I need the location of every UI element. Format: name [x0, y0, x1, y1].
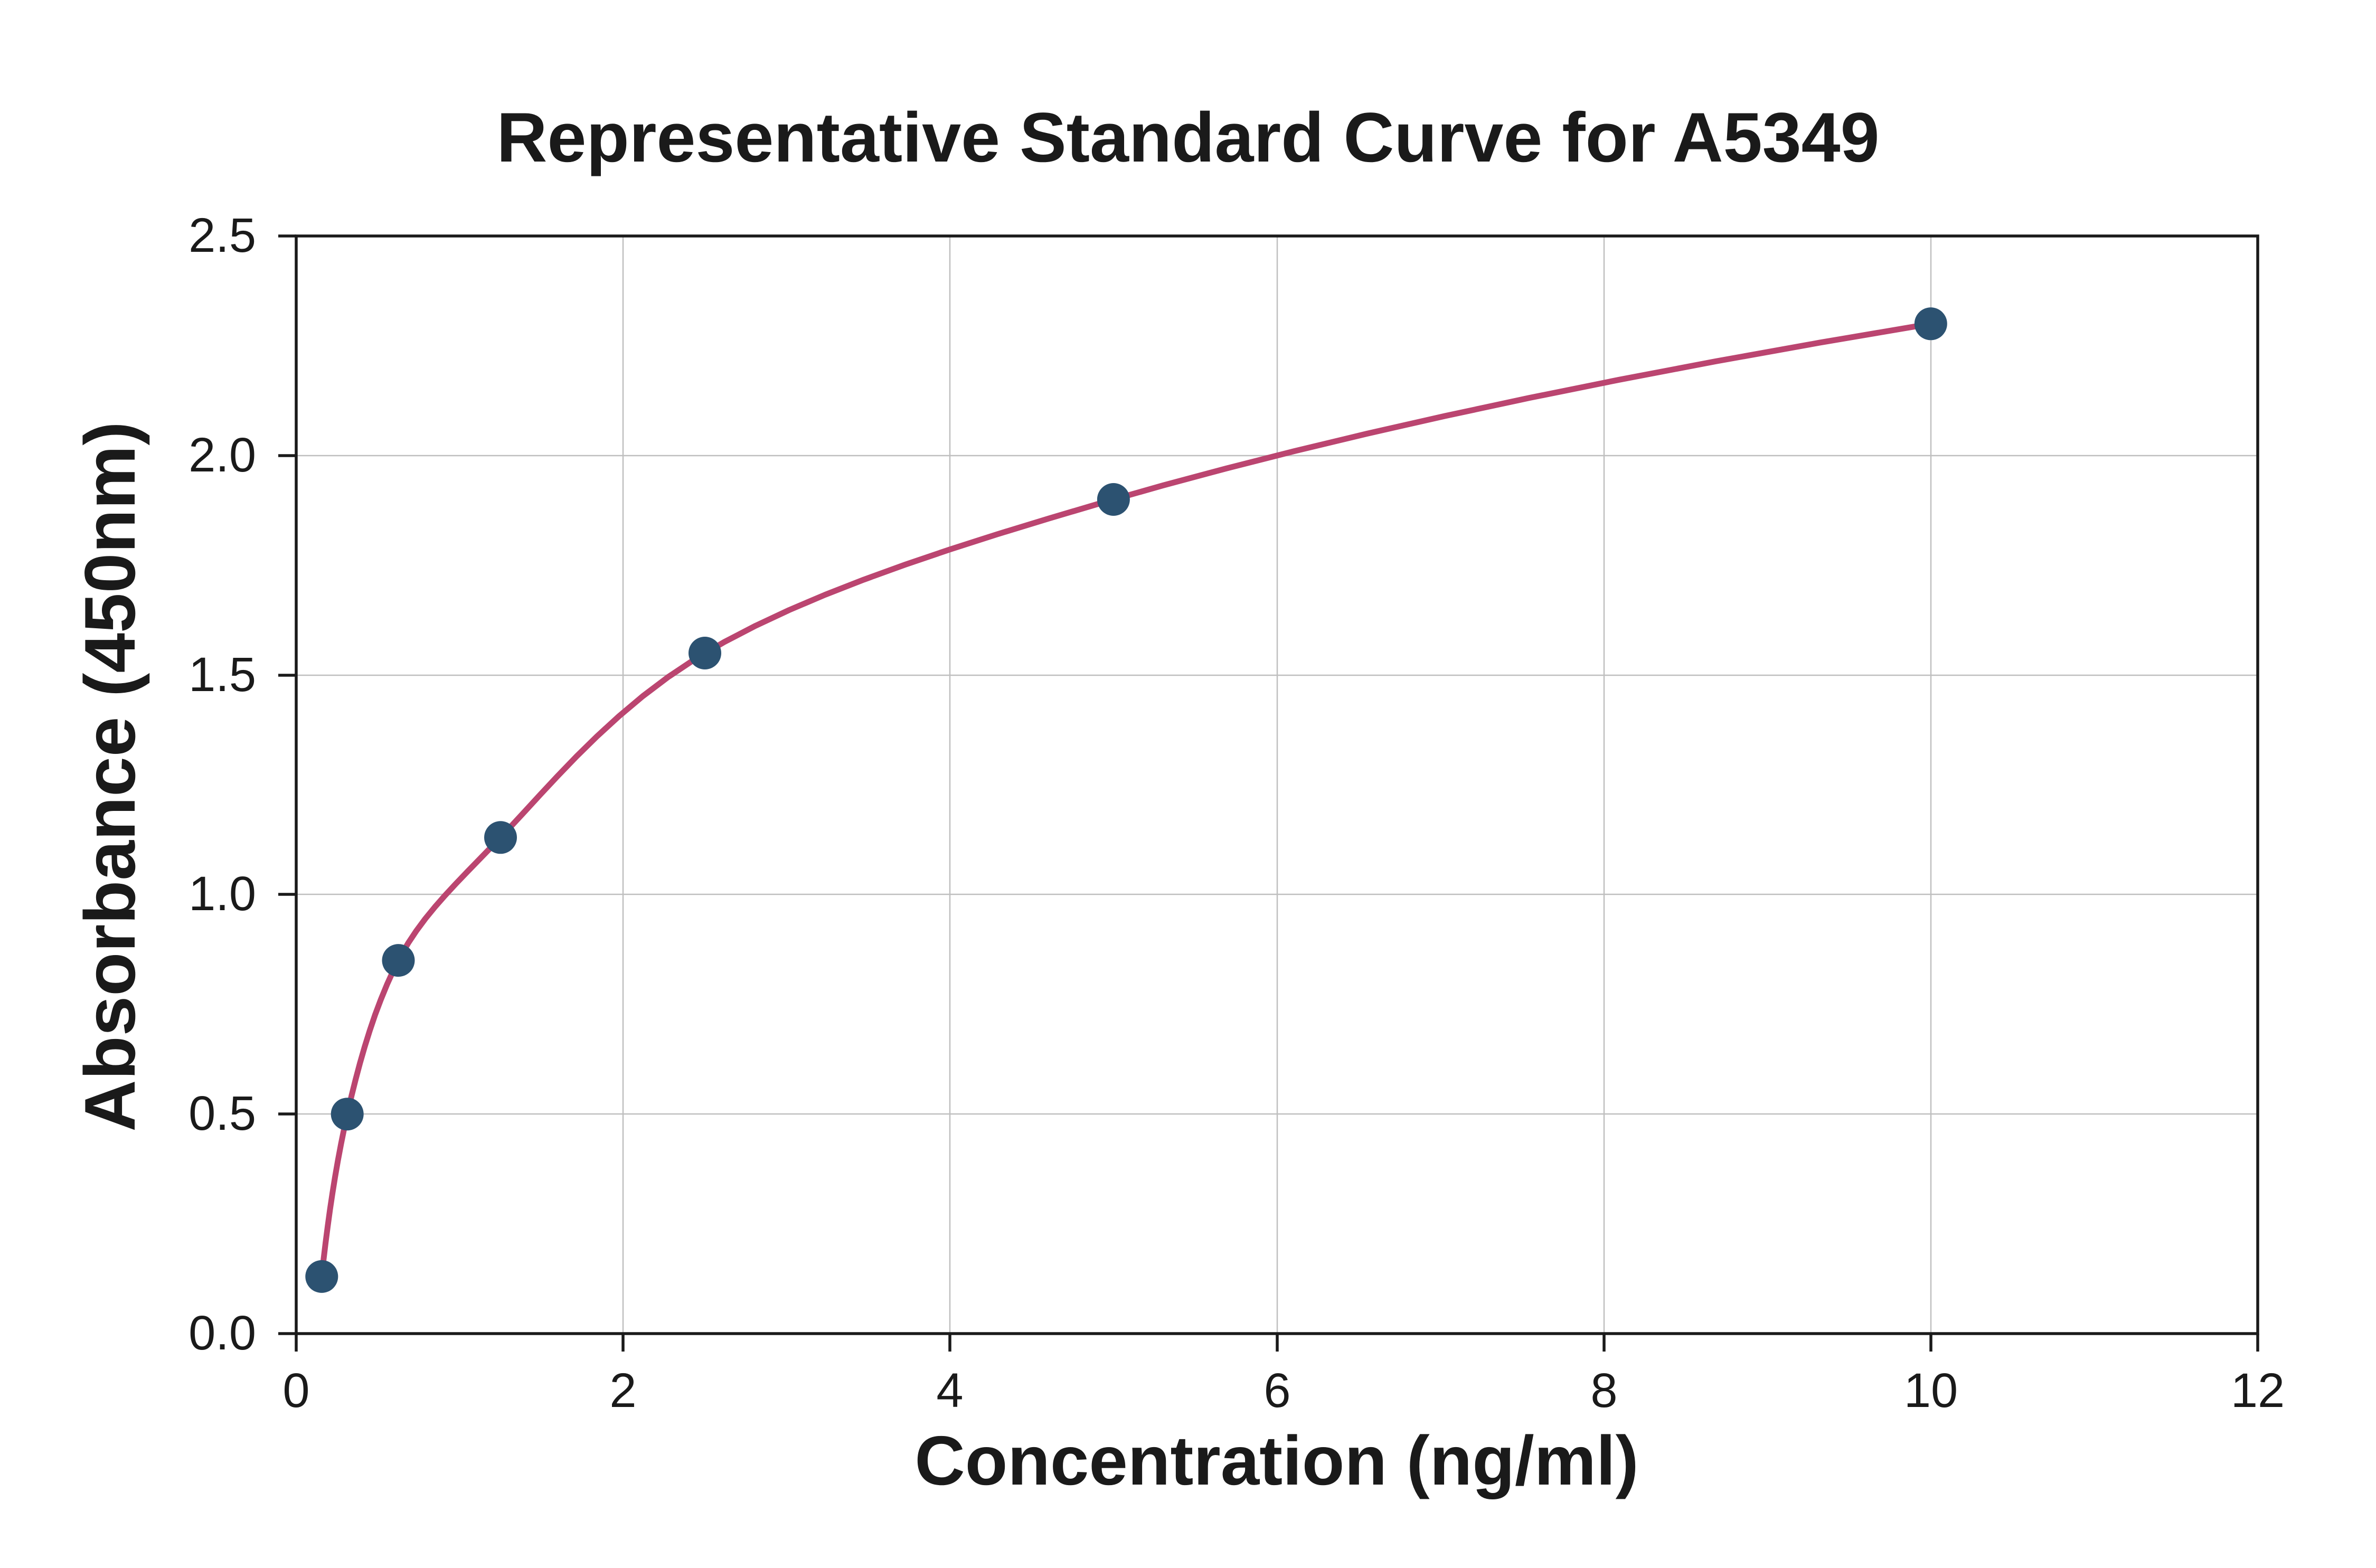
svg-text:8: 8: [1590, 1364, 1617, 1418]
svg-text:6: 6: [1264, 1364, 1290, 1418]
svg-text:2: 2: [609, 1364, 636, 1418]
svg-text:1.5: 1.5: [188, 648, 256, 702]
svg-text:0.5: 0.5: [188, 1087, 256, 1140]
svg-text:Absorbance (450nm): Absorbance (450nm): [70, 421, 150, 1131]
svg-text:2.5: 2.5: [188, 209, 256, 262]
svg-text:2.0: 2.0: [188, 428, 256, 482]
svg-text:0.0: 0.0: [188, 1306, 256, 1360]
svg-text:0: 0: [282, 1364, 309, 1418]
svg-text:10: 10: [1904, 1364, 1958, 1418]
svg-text:Concentration (ng/ml): Concentration (ng/ml): [914, 1422, 1638, 1499]
svg-text:4: 4: [936, 1364, 963, 1418]
svg-text:1.0: 1.0: [188, 867, 256, 921]
svg-text:12: 12: [2231, 1364, 2285, 1418]
